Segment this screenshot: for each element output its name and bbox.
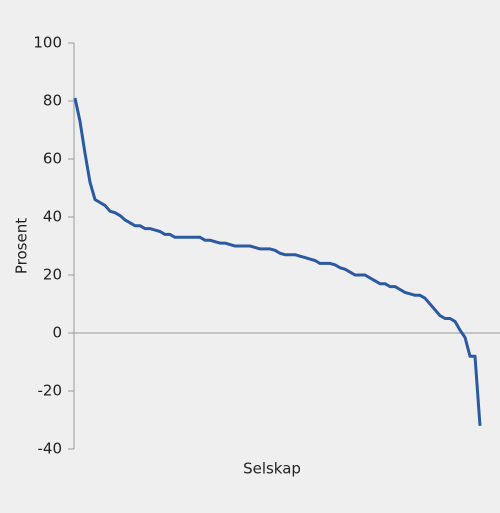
y-tick-label: 0 bbox=[52, 324, 62, 342]
y-tick-label: 40 bbox=[43, 208, 62, 226]
y-tick-label: -20 bbox=[38, 382, 63, 400]
y-tick-label: 60 bbox=[43, 150, 62, 168]
x-axis-label: Selskap bbox=[243, 460, 301, 478]
y-axis-label: Prosent bbox=[13, 218, 31, 274]
y-tick-label: 20 bbox=[43, 266, 62, 284]
data-line bbox=[73, 97, 482, 426]
y-tick-label: 100 bbox=[33, 34, 62, 52]
y-tick-label: -40 bbox=[38, 440, 63, 458]
y-tick-label: 80 bbox=[43, 92, 62, 110]
